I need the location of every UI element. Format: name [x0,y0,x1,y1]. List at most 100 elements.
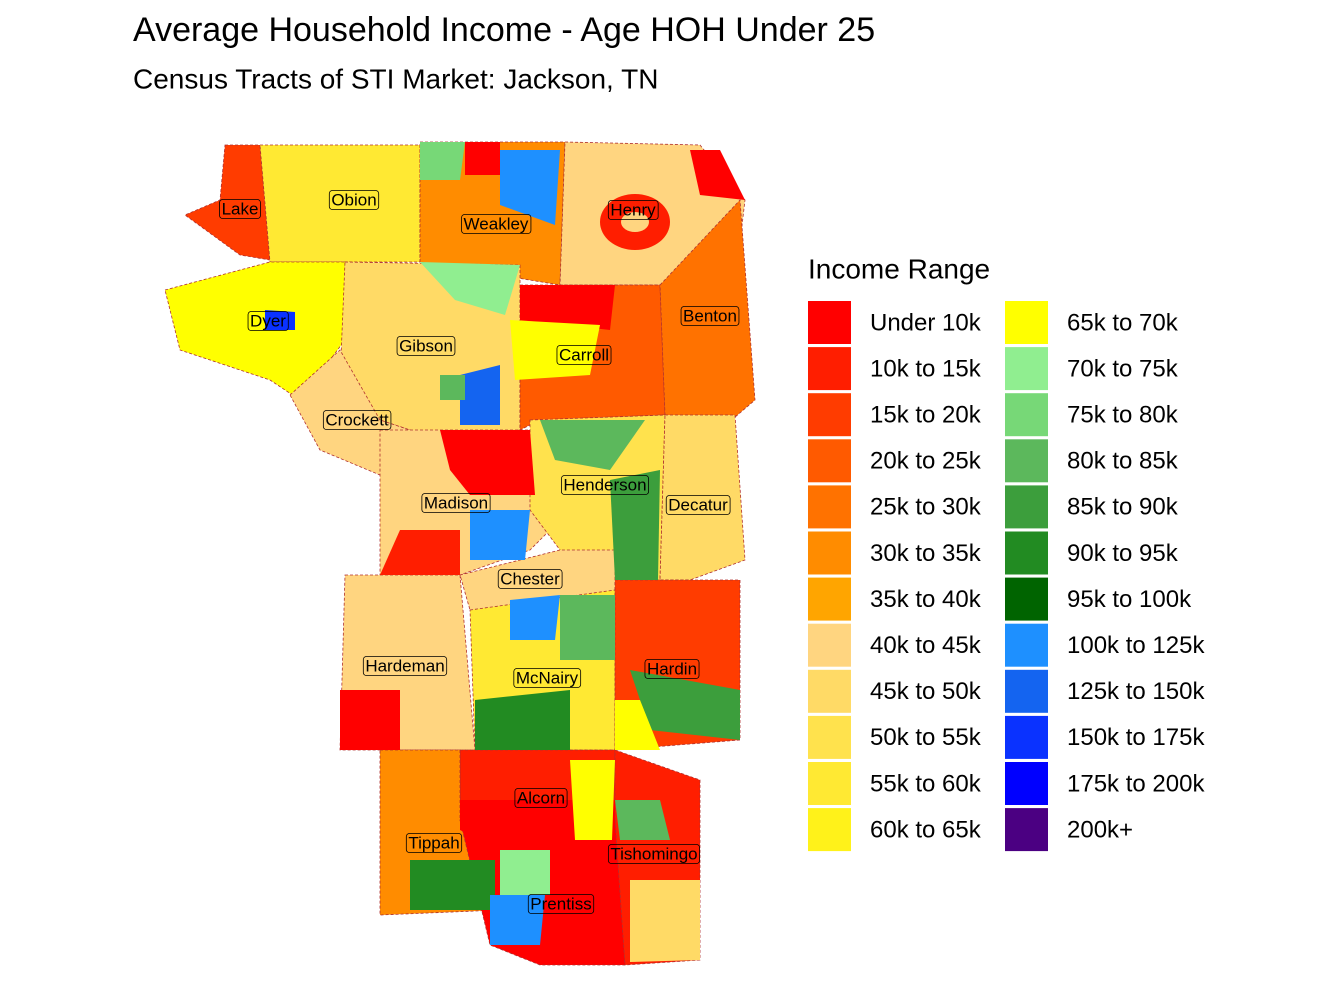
county-label: Alcorn [514,788,568,808]
legend-label: 150k to 175k [1067,724,1205,751]
legend-swatch [808,669,851,713]
legend-label: 90k to 95k [1067,540,1179,567]
title: Average Household Income - Age HOH Under… [133,11,875,49]
legend-swatch [1005,485,1048,529]
county-label: Hardin [644,659,700,679]
label-box [513,668,582,688]
legend-swatch [1005,762,1048,805]
legend-swatch [808,485,851,529]
county-name: Obion [331,190,376,209]
county-name: Crockett [325,410,389,429]
legend-swatch [1005,669,1048,713]
label-box [461,214,532,234]
legend-title: Income Range [808,253,990,284]
county [659,199,756,431]
label-box [328,190,380,210]
legend-label: 45k to 50k [870,678,982,705]
legend-label: 25k to 30k [870,494,982,521]
county-label: Benton [680,306,740,326]
legend-label: 10k to 15k [870,355,982,382]
county-label: Decatur [665,495,731,515]
county-name: Madison [424,493,488,512]
label-box [680,306,740,326]
tract [470,510,530,560]
legend-label: 30k to 35k [870,540,982,567]
county-name: Hardin [647,659,697,678]
legend-swatch [1005,347,1048,391]
tract [630,670,740,740]
legend-label: 20k to 25k [870,448,982,475]
legend-label: 75k to 80k [1067,402,1179,429]
label-box [527,894,595,914]
legend-label: 35k to 40k [870,586,982,613]
county-label: McNairy [513,668,582,688]
tract [510,595,560,640]
county-label: Carroll [556,345,612,365]
tract [570,760,615,840]
label-box [665,495,731,515]
county-label: Tippah [405,833,463,853]
county-name: Chester [500,569,560,588]
legend-swatch [808,393,851,437]
county-label: Henry [607,200,659,220]
tract [340,690,400,750]
legend-swatch [808,623,851,667]
label-box [644,659,700,679]
county-name: Tishomingo [610,844,697,863]
county-name: Gibson [399,336,453,355]
legend-swatch [808,808,851,852]
tract [540,420,645,470]
label-box [561,475,649,495]
tract [490,895,545,945]
legend-label: 50k to 55k [870,724,982,751]
label-box [247,311,289,331]
county-label: Prentiss [527,894,595,914]
label-box [219,199,261,219]
tract [440,430,535,495]
legend-label: 200k+ [1067,816,1133,843]
label-box [514,788,568,808]
county-label: Tishomingo [607,844,701,864]
county [164,261,346,401]
legend-swatch [808,762,851,805]
tract [520,285,615,330]
legend-label: 80k to 85k [1067,448,1179,475]
tract [460,365,500,425]
legend: Under 10k 10k to 15k 15k to 20k 20k to 25k 2… [808,301,1205,852]
county-name: Lake [222,199,259,218]
label-box [421,493,491,513]
legend-swatch [1005,301,1048,344]
legend-label: Under 10k [870,309,982,336]
county-name: Henry [610,200,656,219]
county-name: Carroll [559,345,609,364]
county-name: Weakley [464,214,529,233]
legend-label: 100k to 125k [1067,632,1205,659]
tract [560,595,615,660]
legend-swatch [1005,439,1048,483]
county-name: Dyer [250,311,286,330]
county-name: McNairy [516,668,579,687]
legend-label: 125k to 150k [1067,678,1205,705]
county-label: Henderson [561,475,649,495]
label-box [497,569,563,589]
legend-swatch [1005,393,1048,437]
county-labels: Lake Obion Weakley Henry Dyer Gibson Carroll Be… [219,190,740,914]
legend-label: 40k to 45k [870,632,982,659]
legend-swatch [808,715,851,759]
tract-patches [265,142,745,962]
tract [265,310,295,330]
legend-swatch [808,577,851,621]
county-label: Dyer [247,311,289,331]
tract [621,212,649,232]
county-name: Henderson [563,475,646,494]
label-box [405,833,463,853]
tract [465,142,500,175]
legend-swatch [1005,808,1048,852]
tract [610,470,660,580]
county-label: Gibson [396,336,456,356]
tract [440,375,465,400]
county-name: Alcorn [517,788,565,807]
county-label: Obion [328,190,380,210]
label-box [607,200,659,220]
